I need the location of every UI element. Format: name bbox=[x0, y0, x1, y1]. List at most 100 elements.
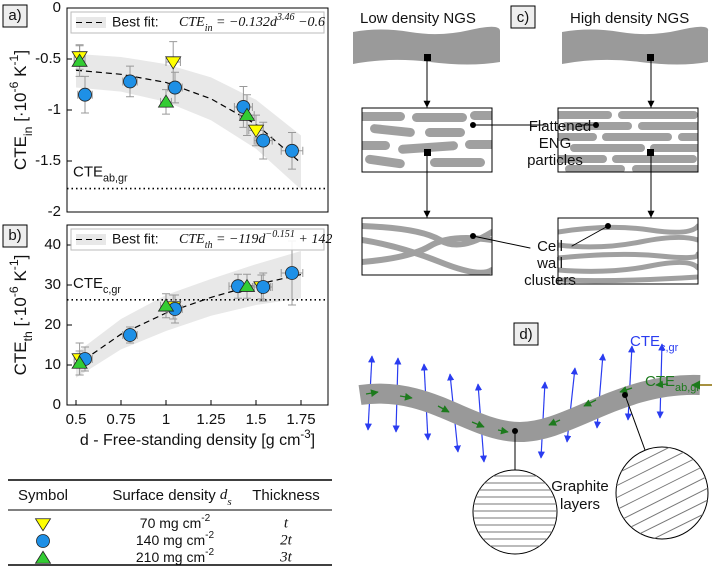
cte-ab-arrows-part bbox=[619, 386, 633, 394]
table-density-part: 210 mg cm bbox=[136, 549, 205, 565]
cte-ab-arrows-part bbox=[365, 389, 379, 398]
graphite-layers-part bbox=[634, 510, 708, 539]
cte-c-label: CTEc,gr bbox=[630, 333, 679, 354]
table-symbol bbox=[36, 534, 50, 548]
particles-low-part bbox=[362, 141, 390, 150]
reference-label: CTEab,gr bbox=[73, 164, 128, 185]
legend-formula-part: in bbox=[205, 23, 213, 34]
y-tick-label: 0 bbox=[53, 396, 61, 413]
particles-high-part bbox=[558, 111, 612, 119]
legend-formula-part: CTE bbox=[179, 15, 205, 30]
data-point bbox=[164, 56, 182, 70]
cell-walls-high-part bbox=[558, 251, 698, 261]
zoom-box bbox=[361, 217, 493, 276]
particles-low-part bbox=[412, 113, 467, 122]
panel-label-box bbox=[513, 322, 539, 346]
cell-walls-low bbox=[362, 223, 492, 275]
label-line: wall bbox=[536, 255, 563, 272]
panel-label: c) bbox=[517, 9, 530, 26]
particles-high-part bbox=[678, 133, 698, 141]
table-density-part: -2 bbox=[201, 513, 210, 524]
cell-walls-high-part bbox=[558, 260, 698, 274]
y-axis-title-part: -1 bbox=[7, 259, 21, 270]
panel-label-box bbox=[2, 4, 28, 28]
data-point bbox=[285, 143, 299, 158]
legend-label: Best fit: bbox=[112, 231, 159, 247]
data-point bbox=[285, 266, 299, 280]
data-point bbox=[256, 133, 271, 148]
cte-ab-arrows-part bbox=[548, 418, 561, 426]
diagram-label: Graphite layers bbox=[551, 478, 609, 513]
table-header: Thickness bbox=[252, 487, 320, 504]
y-axis-title-part: -1 bbox=[7, 54, 21, 65]
graphite-band bbox=[358, 374, 701, 443]
ngs-strip bbox=[353, 26, 500, 65]
label-line: clusters bbox=[524, 272, 576, 289]
legend-formula-part: th bbox=[205, 240, 213, 251]
panel-label: a) bbox=[8, 7, 21, 24]
table-density-part: -2 bbox=[205, 530, 214, 541]
legend-formula: CTEin = −0.132d3.46 −0.6 bbox=[179, 12, 325, 34]
particles-high-part bbox=[570, 144, 645, 152]
particles-high-part bbox=[558, 155, 607, 163]
table-density: 70 mg cm-2 bbox=[140, 513, 211, 531]
y-tick-label: 0 bbox=[53, 0, 61, 16]
cte-ab-arrows-part bbox=[497, 426, 509, 435]
zoom-circle bbox=[615, 446, 709, 540]
y-axis-title-part: K bbox=[11, 65, 30, 82]
graphite-layers-part bbox=[616, 450, 708, 507]
table-thickness: 3t bbox=[279, 549, 293, 565]
y-axis-title-part: -6 bbox=[7, 81, 21, 92]
y-tick-label: 10 bbox=[44, 356, 61, 373]
table-density-part: 140 mg cm bbox=[136, 532, 205, 548]
leader-dot bbox=[593, 122, 599, 128]
particles-high-part bbox=[618, 111, 698, 119]
table-thickness: t bbox=[284, 515, 289, 531]
reference-label: CTEc,gr bbox=[73, 275, 121, 296]
legend-box bbox=[70, 228, 325, 251]
cte-c-arrows-part bbox=[624, 345, 636, 421]
legend-formula-part: −0.151 bbox=[265, 229, 294, 240]
y-axis-title-part: [·10 bbox=[11, 297, 30, 331]
label-part: CTE bbox=[645, 373, 675, 390]
particles-high bbox=[558, 111, 698, 172]
particles-low-part bbox=[425, 128, 465, 137]
data-point bbox=[157, 94, 175, 108]
diagram-label: Flattened ENG particles bbox=[527, 118, 591, 169]
cte-ab-arrows bbox=[365, 380, 669, 435]
y-axis-title-part: CTE bbox=[11, 136, 30, 170]
data-point bbox=[71, 53, 88, 67]
x-tick-label: 0.75 bbox=[106, 411, 135, 428]
particles-low-part bbox=[465, 140, 492, 149]
label-part: ab,gr bbox=[675, 382, 700, 394]
diagram-label: High density NGS bbox=[570, 10, 689, 27]
particles-high-part bbox=[602, 133, 672, 141]
graphite-layers-part bbox=[616, 447, 691, 483]
table-header: Symbol bbox=[18, 487, 68, 504]
x-axis-title: d - Free-standing density [g cm-3] bbox=[80, 429, 315, 449]
cte-ab-arrows-part bbox=[655, 380, 669, 389]
table-header: Surface density ds bbox=[112, 487, 231, 508]
x-tick-label: 0.5 bbox=[66, 411, 87, 428]
y-axis-title: CTEin [·10-6 K-1] bbox=[7, 50, 35, 170]
particles-high-part bbox=[632, 165, 698, 172]
y-axis-title-part: [·10 bbox=[11, 93, 30, 127]
legend-formula-part: d bbox=[270, 15, 278, 30]
cell-walls-high-part bbox=[558, 223, 698, 235]
label-line: Cell bbox=[537, 238, 563, 255]
cte-ab-arrows-part bbox=[437, 405, 450, 413]
diagram-label: Cell wall clusters bbox=[524, 238, 576, 289]
legend-box bbox=[70, 11, 325, 34]
legend-table: Symbol Surface density ds Thickness bbox=[8, 479, 332, 566]
x-tick-label: 1.5 bbox=[246, 411, 267, 428]
table-header-part: Surface density bbox=[112, 487, 220, 504]
particles-low-part bbox=[362, 112, 405, 121]
reference-label-part: ab,gr bbox=[103, 172, 128, 184]
zoom-point bbox=[647, 149, 654, 156]
zoom-box bbox=[557, 107, 699, 173]
particles-high-part bbox=[638, 122, 698, 130]
particles-high-part bbox=[565, 165, 625, 172]
cell-walls-high-part bbox=[558, 234, 698, 250]
leader-line bbox=[571, 225, 609, 247]
panel-c: c) Low density NGS High density NGS Flat… bbox=[353, 5, 709, 289]
